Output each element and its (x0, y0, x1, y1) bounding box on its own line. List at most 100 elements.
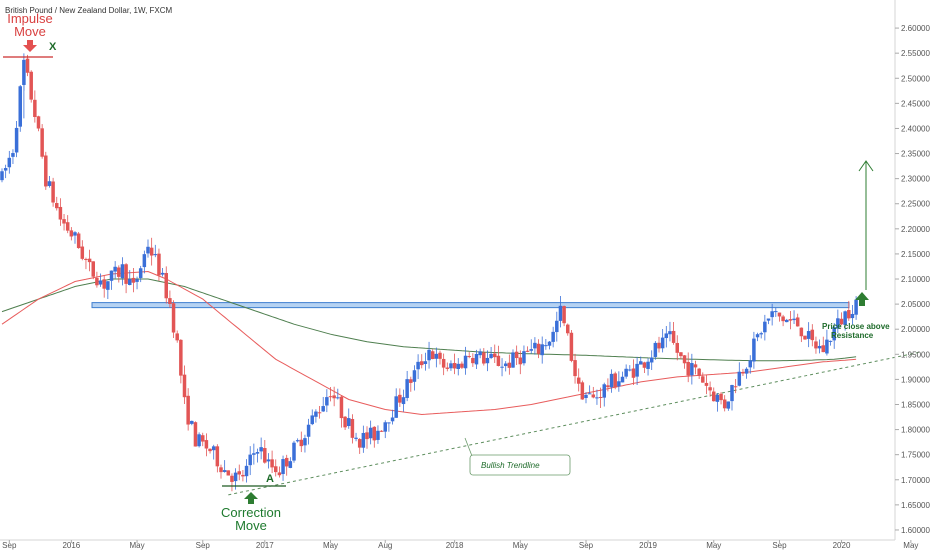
candle[interactable] (109, 270, 114, 290)
candle[interactable] (452, 353, 457, 375)
candle[interactable] (284, 454, 289, 476)
candle[interactable] (44, 151, 48, 190)
candle[interactable] (496, 345, 501, 367)
candle[interactable] (690, 353, 694, 385)
candle[interactable] (799, 327, 804, 343)
candle[interactable] (25, 54, 30, 77)
candle[interactable] (332, 386, 336, 407)
candle[interactable] (95, 271, 99, 288)
candle[interactable] (292, 440, 296, 463)
candle[interactable] (788, 310, 793, 330)
candle[interactable] (766, 318, 771, 325)
candle[interactable] (653, 341, 658, 360)
candle[interactable] (777, 312, 782, 322)
candle[interactable] (33, 90, 37, 123)
candle[interactable] (836, 309, 840, 334)
candle[interactable] (412, 365, 417, 391)
candle[interactable] (438, 350, 442, 365)
candle[interactable] (135, 276, 139, 290)
candle[interactable] (471, 353, 475, 367)
candle[interactable] (558, 295, 563, 328)
candle[interactable] (708, 381, 712, 397)
candle[interactable] (274, 459, 278, 477)
candle[interactable] (0, 168, 4, 183)
candle[interactable] (529, 339, 534, 354)
candle[interactable] (540, 336, 544, 364)
candle[interactable] (642, 361, 647, 373)
candle[interactable] (427, 341, 431, 369)
candle[interactable] (719, 392, 723, 405)
candle[interactable] (252, 443, 256, 465)
candle[interactable] (693, 360, 698, 375)
candle[interactable] (712, 387, 716, 402)
candle[interactable] (704, 374, 709, 395)
candle[interactable] (146, 239, 150, 258)
candle[interactable] (671, 321, 676, 345)
candle[interactable] (602, 382, 607, 407)
candle[interactable] (303, 434, 307, 453)
candle[interactable] (76, 231, 81, 249)
candle[interactable] (584, 392, 588, 404)
candle[interactable] (726, 401, 731, 411)
candle[interactable] (646, 358, 650, 376)
candle[interactable] (649, 350, 654, 371)
candle[interactable] (149, 237, 154, 266)
candle[interactable] (467, 352, 471, 359)
candle[interactable] (803, 335, 807, 340)
candle[interactable] (832, 323, 836, 349)
candle[interactable] (361, 425, 366, 453)
candle[interactable] (190, 420, 194, 426)
candle[interactable] (197, 432, 201, 448)
candle[interactable] (551, 326, 555, 348)
candle[interactable] (51, 177, 55, 207)
candle[interactable] (850, 304, 855, 325)
candle[interactable] (679, 352, 683, 360)
candle[interactable] (569, 330, 574, 363)
candle[interactable] (69, 227, 74, 241)
candle[interactable] (595, 389, 599, 405)
candle[interactable] (65, 215, 70, 234)
candle[interactable] (317, 406, 322, 419)
candle[interactable] (263, 440, 267, 464)
candle[interactable] (277, 466, 282, 478)
candle[interactable] (701, 372, 705, 383)
candle[interactable] (383, 420, 388, 439)
candle[interactable] (14, 121, 19, 158)
candle[interactable] (511, 349, 515, 368)
candle[interactable] (354, 432, 358, 442)
candle[interactable] (500, 358, 504, 377)
candle[interactable] (821, 336, 826, 353)
candle[interactable] (489, 347, 493, 360)
candle[interactable] (668, 321, 672, 342)
candle[interactable] (741, 368, 745, 377)
candle[interactable] (182, 365, 187, 405)
candle[interactable] (449, 360, 453, 371)
candle[interactable] (409, 376, 413, 392)
candle[interactable] (211, 444, 216, 460)
candle[interactable] (98, 273, 103, 287)
candle[interactable] (270, 450, 274, 474)
candle[interactable] (40, 124, 44, 159)
candle[interactable] (631, 359, 636, 386)
candle[interactable] (357, 438, 362, 454)
candle[interactable] (460, 361, 464, 369)
candle[interactable] (544, 338, 548, 350)
candle[interactable] (423, 352, 428, 371)
candle[interactable] (138, 265, 143, 283)
candle[interactable] (657, 336, 661, 353)
candle[interactable] (441, 353, 446, 376)
candle[interactable] (485, 350, 490, 372)
candle[interactable] (514, 345, 519, 366)
candle[interactable] (160, 268, 165, 277)
candle[interactable] (522, 345, 526, 366)
candle[interactable] (379, 430, 384, 433)
candle[interactable] (576, 368, 581, 392)
candle[interactable] (350, 414, 355, 444)
candle[interactable] (686, 352, 690, 383)
candle[interactable] (186, 388, 190, 431)
candle[interactable] (810, 324, 815, 347)
candle[interactable] (208, 448, 212, 454)
candle[interactable] (62, 214, 66, 231)
candle[interactable] (58, 198, 63, 226)
candle[interactable] (445, 362, 450, 372)
